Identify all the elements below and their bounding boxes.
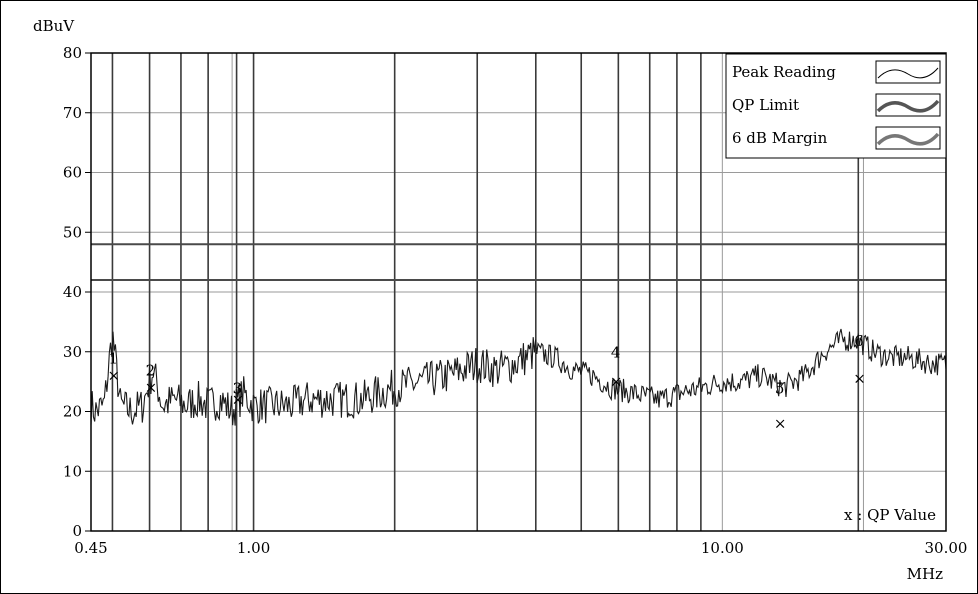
qp-value-mark: × — [232, 391, 245, 409]
marker-label: 2 — [146, 362, 156, 380]
y-tick-label: 80 — [63, 44, 82, 62]
qp-value-mark: × — [107, 367, 120, 385]
qp-value-mark: × — [145, 379, 158, 397]
x-tick-label: 10.00 — [701, 539, 744, 557]
legend-label: Peak Reading — [732, 63, 836, 81]
limit-lines — [91, 243, 946, 282]
series-group — [90, 328, 947, 426]
legend-label: QP Limit — [732, 96, 799, 114]
legend-swatch-line — [877, 67, 939, 79]
y-tick-label: 50 — [63, 223, 82, 241]
y-tick-label: 0 — [72, 522, 82, 540]
x-tick-label: 0.45 — [74, 539, 107, 557]
marker-label: 6 — [854, 332, 864, 350]
y-tick-label: 10 — [63, 462, 82, 480]
marker-label: 4 — [611, 344, 621, 362]
qp-value-note: x : QP Value — [844, 506, 936, 524]
legend: Peak Reading QP Limit 6 dB Margin — [725, 53, 947, 159]
marker-label: 1 — [108, 350, 118, 368]
qp-value-mark: × — [610, 373, 623, 391]
y-tick-label: 70 — [63, 104, 82, 122]
legend-label: 6 dB Margin — [732, 129, 828, 147]
marker-label: 5 — [775, 380, 785, 398]
y-tick-label: 20 — [63, 403, 82, 421]
axes: 0 10 20 30 40 50 60 70 80 0.45 1.00 10.00 30.00 dBuV M… — [33, 17, 967, 583]
y-tick-label: 60 — [63, 164, 82, 182]
x-axis-label: MHz — [907, 565, 943, 583]
y-tick-label: 30 — [63, 343, 82, 361]
x-tick-label: 30.00 — [925, 539, 968, 557]
markers-group: 1 2 3 4 5 6 × × × × × × — [107, 332, 865, 433]
qp-value-mark: × — [774, 414, 787, 432]
peak-reading-line — [90, 328, 947, 426]
marker-label: 3 — [233, 380, 243, 398]
legend-swatch-line — [876, 132, 940, 146]
y-axis-label: dBuV — [33, 17, 75, 35]
spur-lines — [111, 53, 860, 531]
y-tick-label: 40 — [63, 283, 82, 301]
x-tick-label: 1.00 — [237, 539, 270, 557]
legend-swatch-line — [876, 99, 940, 113]
qp-value-mark: × — [853, 370, 866, 388]
